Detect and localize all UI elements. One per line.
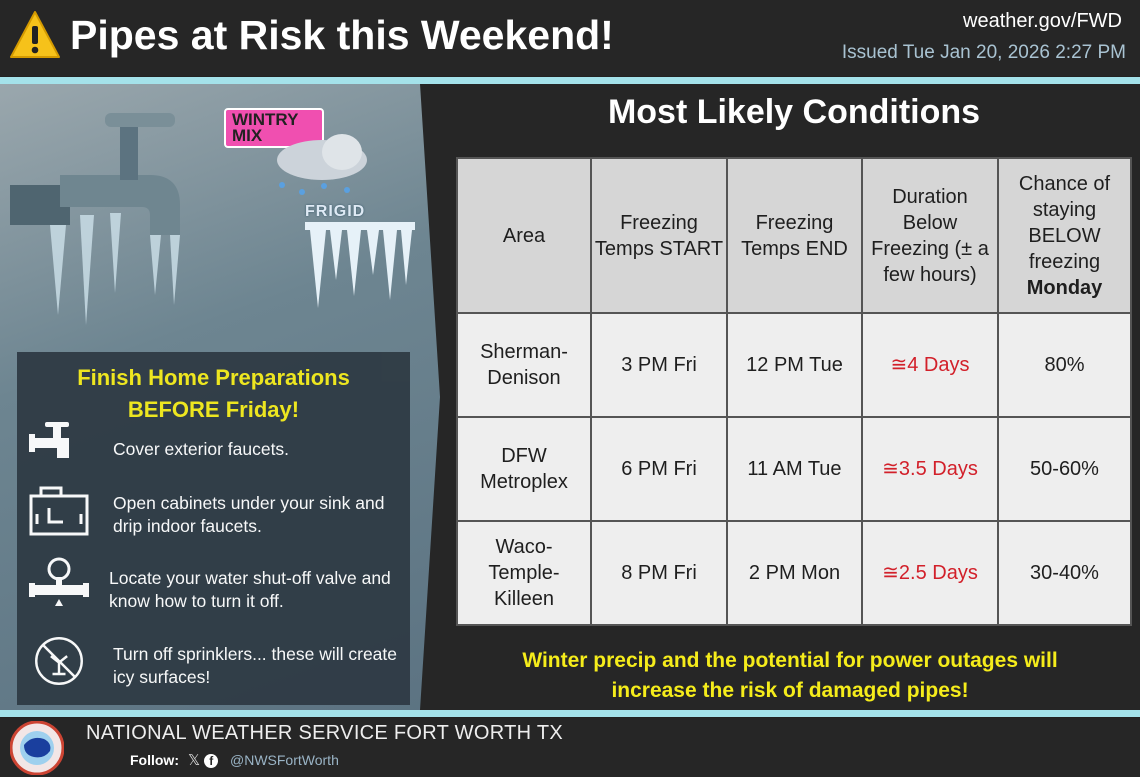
header-start: Freezing Temps START — [590, 157, 728, 314]
end-cell: 2 PM Mon — [726, 520, 863, 626]
follow-label: Follow: — [130, 752, 179, 768]
tip-open-cabinets: Open cabinets under your sink and drip i… — [113, 493, 385, 536]
header-area: Area — [456, 157, 592, 314]
table-row: DFW Metroplex 6 PM Fri 11 AM Tue ≅3.5 Da… — [456, 416, 1132, 522]
header-chance: Chance of staying BELOW freezing Monday — [997, 157, 1132, 314]
risk-warning: Winter precip and the potential for powe… — [522, 649, 1058, 702]
table-header-row: Area Freezing Temps START Freezing Temps… — [456, 157, 1132, 314]
sink-cabinet-icon — [29, 486, 89, 536]
table-row: Waco-Temple-Killeen 8 PM Fri 2 PM Mon ≅2… — [456, 520, 1132, 626]
header-duration: Duration Below Freezing (± a few hours) — [861, 157, 999, 314]
organization-name: NATIONAL WEATHER SERVICE FORT WORTH TX — [86, 722, 564, 744]
frozen-faucet-image — [10, 113, 180, 325]
header: Pipes at Risk this Weekend! weather.gov/… — [0, 0, 1140, 76]
nws-seal-logo — [10, 721, 64, 775]
conditions-title: Most Likely Conditions — [607, 93, 981, 131]
divider — [0, 77, 1140, 84]
duration-cell: ≅4 Days — [861, 312, 999, 418]
issued-timestamp: Issued Tue Jan 20, 2026 2:27 PM — [841, 42, 1126, 63]
tip-sprinklers: Turn off sprinklers... these will create… — [113, 644, 397, 687]
social-handle[interactable]: @NWSFortWorth — [230, 752, 339, 768]
tip-shutoff-valve: Locate your water shut-off valve and kno… — [109, 568, 391, 611]
warning-icon — [10, 11, 60, 58]
chance-cell: 80% — [997, 312, 1132, 418]
frigid-label: FRIGID — [305, 203, 366, 220]
start-cell: 3 PM Fri — [590, 312, 728, 418]
shutoff-valve-icon — [29, 557, 89, 606]
area-cell: DFW Metroplex — [456, 416, 592, 522]
preparations-title: Finish Home Preparations — [77, 365, 350, 390]
header-end: Freezing Temps END — [726, 157, 863, 314]
duration-cell: ≅3.5 Days — [861, 416, 999, 522]
chance-cell: 30-40% — [997, 520, 1132, 626]
website-link[interactable]: weather.gov/FWD — [963, 10, 1122, 32]
preparations-subtitle: BEFORE Friday! — [127, 397, 300, 422]
end-cell: 12 PM Tue — [726, 312, 863, 418]
duration-cell: ≅2.5 Days — [861, 520, 999, 626]
footer — [0, 718, 1140, 777]
tip-cover-faucets: Cover exterior faucets. — [113, 439, 290, 459]
end-cell: 11 AM Tue — [726, 416, 863, 522]
facebook-icon[interactable]: f — [204, 754, 219, 768]
area-cell: Waco-Temple-Killeen — [456, 520, 592, 626]
x-icon[interactable]: 𝕏 — [188, 752, 201, 769]
start-cell: 6 PM Fri — [590, 416, 728, 522]
chance-cell: 50-60% — [997, 416, 1132, 522]
preparations-panel: Finish Home Preparations BEFORE Friday! C… — [17, 352, 410, 705]
start-cell: 8 PM Fri — [590, 520, 728, 626]
area-cell: Sherman-Denison — [456, 312, 592, 418]
cloud-snow-icon — [277, 134, 367, 195]
conditions-table: Area Freezing Temps START Freezing Temps… — [456, 157, 1132, 626]
icicles-icon — [305, 222, 415, 308]
divider — [0, 710, 1140, 717]
faucet-icon — [29, 422, 69, 458]
page-title: Pipes at Risk this Weekend! — [70, 12, 614, 58]
no-sprinkler-icon — [35, 637, 83, 685]
table-row: Sherman-Denison 3 PM Fri 12 PM Tue ≅4 Da… — [456, 312, 1132, 418]
